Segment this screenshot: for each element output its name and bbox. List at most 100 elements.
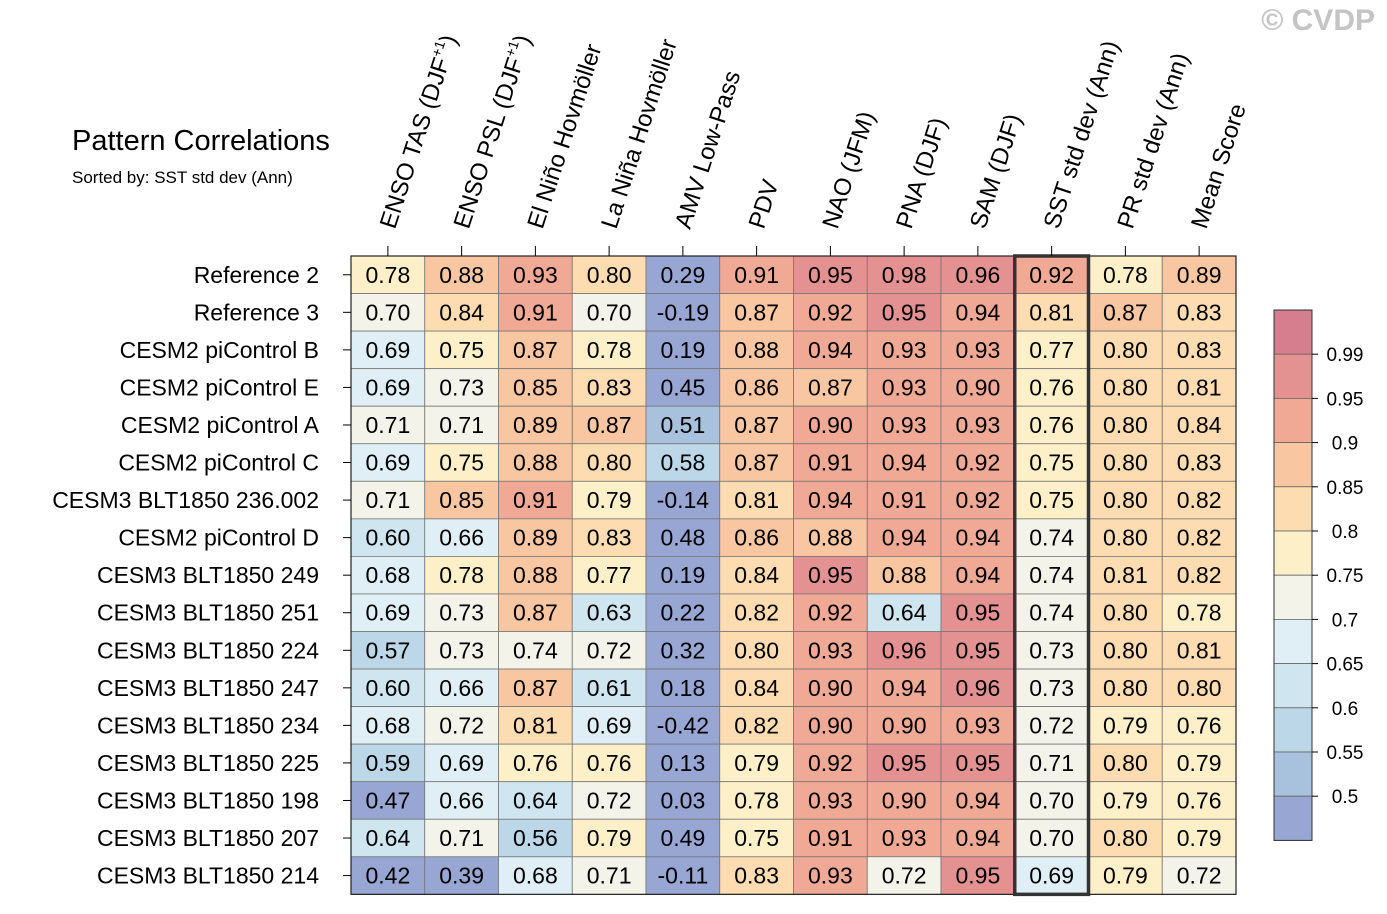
cell-value: 0.83 [587, 374, 632, 400]
row-label: CESM2 piControl B [120, 337, 319, 363]
row-label: CESM2 piControl C [118, 450, 319, 476]
cell-value: 0.93 [808, 863, 853, 889]
cell-value: 0.32 [660, 637, 705, 663]
heatmap-cell [719, 631, 794, 670]
heatmap-cell [424, 405, 499, 445]
cell-value: 0.98 [882, 262, 927, 288]
heatmap-cell [866, 856, 942, 895]
heatmap-cell [866, 593, 942, 632]
heatmap-cell [866, 818, 942, 858]
cell-value: 0.80 [1103, 750, 1148, 776]
cell-value: 0.80 [1103, 675, 1148, 701]
cell-value: 0.70 [1029, 787, 1074, 813]
cell-value: 0.78 [734, 787, 779, 813]
cell-value: 0.96 [882, 637, 927, 663]
heatmap-cell [571, 368, 647, 407]
heatmap-cell [866, 480, 942, 520]
cell-value: -0.14 [657, 487, 710, 513]
cell-value: 0.80 [1103, 487, 1148, 513]
cell-value: 0.48 [660, 525, 705, 551]
cell-value: 0.92 [1029, 262, 1074, 288]
heatmap-cell [498, 518, 573, 557]
cell-value: -0.19 [657, 299, 709, 325]
heatmap-cell [498, 631, 573, 670]
heatmap-cell [793, 743, 868, 783]
heatmap-cell [571, 743, 647, 783]
heatmap-cell [571, 443, 647, 482]
cell-value: 0.96 [955, 262, 1000, 288]
cell-value: 0.68 [365, 712, 410, 738]
cell-value: 0.79 [1103, 863, 1148, 889]
heatmap-cell [498, 856, 573, 895]
cell-value: 0.64 [365, 825, 410, 851]
cell-value: 0.80 [1103, 374, 1148, 400]
cell-value: 0.72 [439, 712, 484, 738]
cell-value: 0.94 [882, 675, 927, 701]
cell-value: 0.42 [365, 863, 410, 889]
cell-value: 0.71 [1029, 750, 1074, 776]
heatmap-cell [940, 293, 1016, 332]
heatmap-cell [940, 255, 1016, 294]
cell-value: 0.94 [955, 562, 1000, 588]
column-label: NAO (JFM) [817, 108, 880, 232]
column-label: Mean Score [1186, 100, 1252, 231]
heatmap-cell [1088, 443, 1163, 482]
heatmap-cell [866, 668, 942, 707]
cell-value: 0.76 [513, 750, 558, 776]
cell-value: 0.59 [365, 750, 410, 776]
cell-value: 0.90 [882, 712, 927, 738]
heatmap-cell [498, 593, 573, 632]
cell-value: 0.69 [1029, 863, 1074, 889]
row-label: CESM3 BLT1850 224 [97, 637, 319, 663]
heatmap-cell [498, 293, 573, 332]
heatmap-cell [498, 443, 573, 482]
cell-value: 0.80 [1103, 525, 1148, 551]
heatmap-cell [1014, 405, 1089, 445]
cell-value: 0.94 [882, 525, 927, 551]
heatmap-cell [571, 330, 647, 370]
cell-value: 0.78 [1103, 262, 1148, 288]
cell-value: 0.92 [808, 750, 853, 776]
cell-value: 0.80 [587, 450, 632, 476]
cell-value: 0.95 [955, 863, 1000, 889]
cell-value: 0.84 [734, 675, 779, 701]
cell-value: 0.84 [734, 562, 779, 588]
heatmap-cell [940, 405, 1016, 445]
cell-value: 0.83 [1177, 299, 1222, 325]
cell-value: 0.91 [808, 450, 853, 476]
heatmap-cell [645, 781, 721, 820]
heatmap-cell [645, 818, 721, 858]
cell-value: 0.74 [1029, 562, 1074, 588]
cell-value: 0.75 [1029, 487, 1074, 513]
column-label: PNA (DJF) [891, 114, 952, 231]
cell-value: 0.69 [365, 337, 410, 363]
heatmap-cell [793, 668, 868, 707]
cell-value: 0.78 [439, 562, 484, 588]
cell-value: 0.87 [513, 600, 558, 626]
cell-value: 0.87 [808, 374, 853, 400]
heatmap-cell [1088, 368, 1163, 407]
cell-value: 0.66 [439, 675, 484, 701]
heatmap-cell [645, 405, 721, 445]
cell-value: 0.88 [734, 337, 779, 363]
cell-value: 0.93 [882, 374, 927, 400]
cell-value: 0.76 [1177, 787, 1222, 813]
cell-value: 0.18 [660, 675, 705, 701]
heatmap-cell [1088, 330, 1163, 370]
heatmap-cell [424, 668, 499, 707]
heatmap-cell [424, 480, 499, 520]
heatmap-cell [350, 668, 426, 707]
cell-value: 0.82 [1177, 562, 1222, 588]
column-label: SST std dev (Ann) [1039, 37, 1125, 231]
heatmap-cell [1088, 668, 1163, 707]
cell-value: 0.91 [882, 487, 927, 513]
heatmap-cell [940, 668, 1016, 707]
cell-value: 0.88 [513, 450, 558, 476]
title-block: Pattern Correlations Sorted by: SST std … [72, 125, 330, 188]
cell-value: 0.95 [808, 562, 853, 588]
colorbar-swatch [1273, 707, 1313, 753]
heatmap-cell [571, 706, 647, 745]
row-label: Reference 2 [194, 262, 319, 288]
cell-value: 0.90 [808, 412, 853, 438]
heatmap-cell [571, 631, 647, 670]
